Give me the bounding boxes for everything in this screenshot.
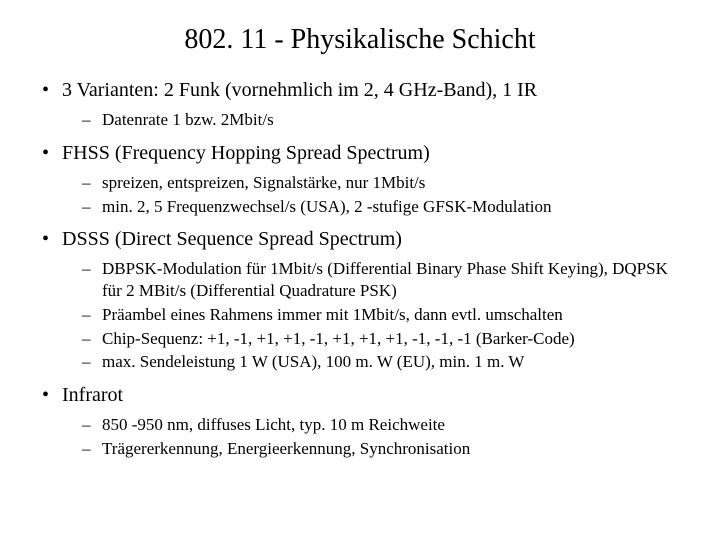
list-item-label: FHSS (Frequency Hopping Spread Spectrum)	[62, 141, 680, 166]
sublist: 850 -950 nm, diffuses Licht, typ. 10 m R…	[62, 414, 680, 460]
sublist-item: Präambel eines Rahmens immer mit 1Mbit/s…	[102, 304, 680, 326]
list-item: DSSS (Direct Sequence Spread Spectrum) D…	[62, 227, 680, 373]
list-item-label: 3 Varianten: 2 Funk (vornehmlich im 2, 4…	[62, 78, 680, 103]
sublist-item: Chip-Sequenz: +1, -1, +1, +1, -1, +1, +1…	[102, 328, 680, 350]
list-item: 3 Varianten: 2 Funk (vornehmlich im 2, 4…	[62, 78, 680, 131]
slide-title: 802. 11 - Physikalische Schicht	[40, 24, 680, 56]
sublist-item: min. 2, 5 Frequenzwechsel/s (USA), 2 -st…	[102, 196, 680, 218]
list-item: FHSS (Frequency Hopping Spread Spectrum)…	[62, 141, 680, 218]
sublist-item: max. Sendeleistung 1 W (USA), 100 m. W (…	[102, 351, 680, 373]
outline-list: 3 Varianten: 2 Funk (vornehmlich im 2, 4…	[40, 78, 680, 460]
sublist-item: spreizen, entspreizen, Signalstärke, nur…	[102, 172, 680, 194]
sublist-item: 850 -950 nm, diffuses Licht, typ. 10 m R…	[102, 414, 680, 436]
sublist: spreizen, entspreizen, Signalstärke, nur…	[62, 172, 680, 218]
list-item-label: Infrarot	[62, 383, 680, 408]
list-item-label: DSSS (Direct Sequence Spread Spectrum)	[62, 227, 680, 252]
sublist: DBPSK-Modulation für 1Mbit/s (Differenti…	[62, 258, 680, 373]
list-item: Infrarot 850 -950 nm, diffuses Licht, ty…	[62, 383, 680, 460]
sublist-item: Trägererkennung, Energieerkennung, Synch…	[102, 438, 680, 460]
sublist-item: DBPSK-Modulation für 1Mbit/s (Differenti…	[102, 258, 680, 302]
sublist-item: Datenrate 1 bzw. 2Mbit/s	[102, 109, 680, 131]
sublist: Datenrate 1 bzw. 2Mbit/s	[62, 109, 680, 131]
